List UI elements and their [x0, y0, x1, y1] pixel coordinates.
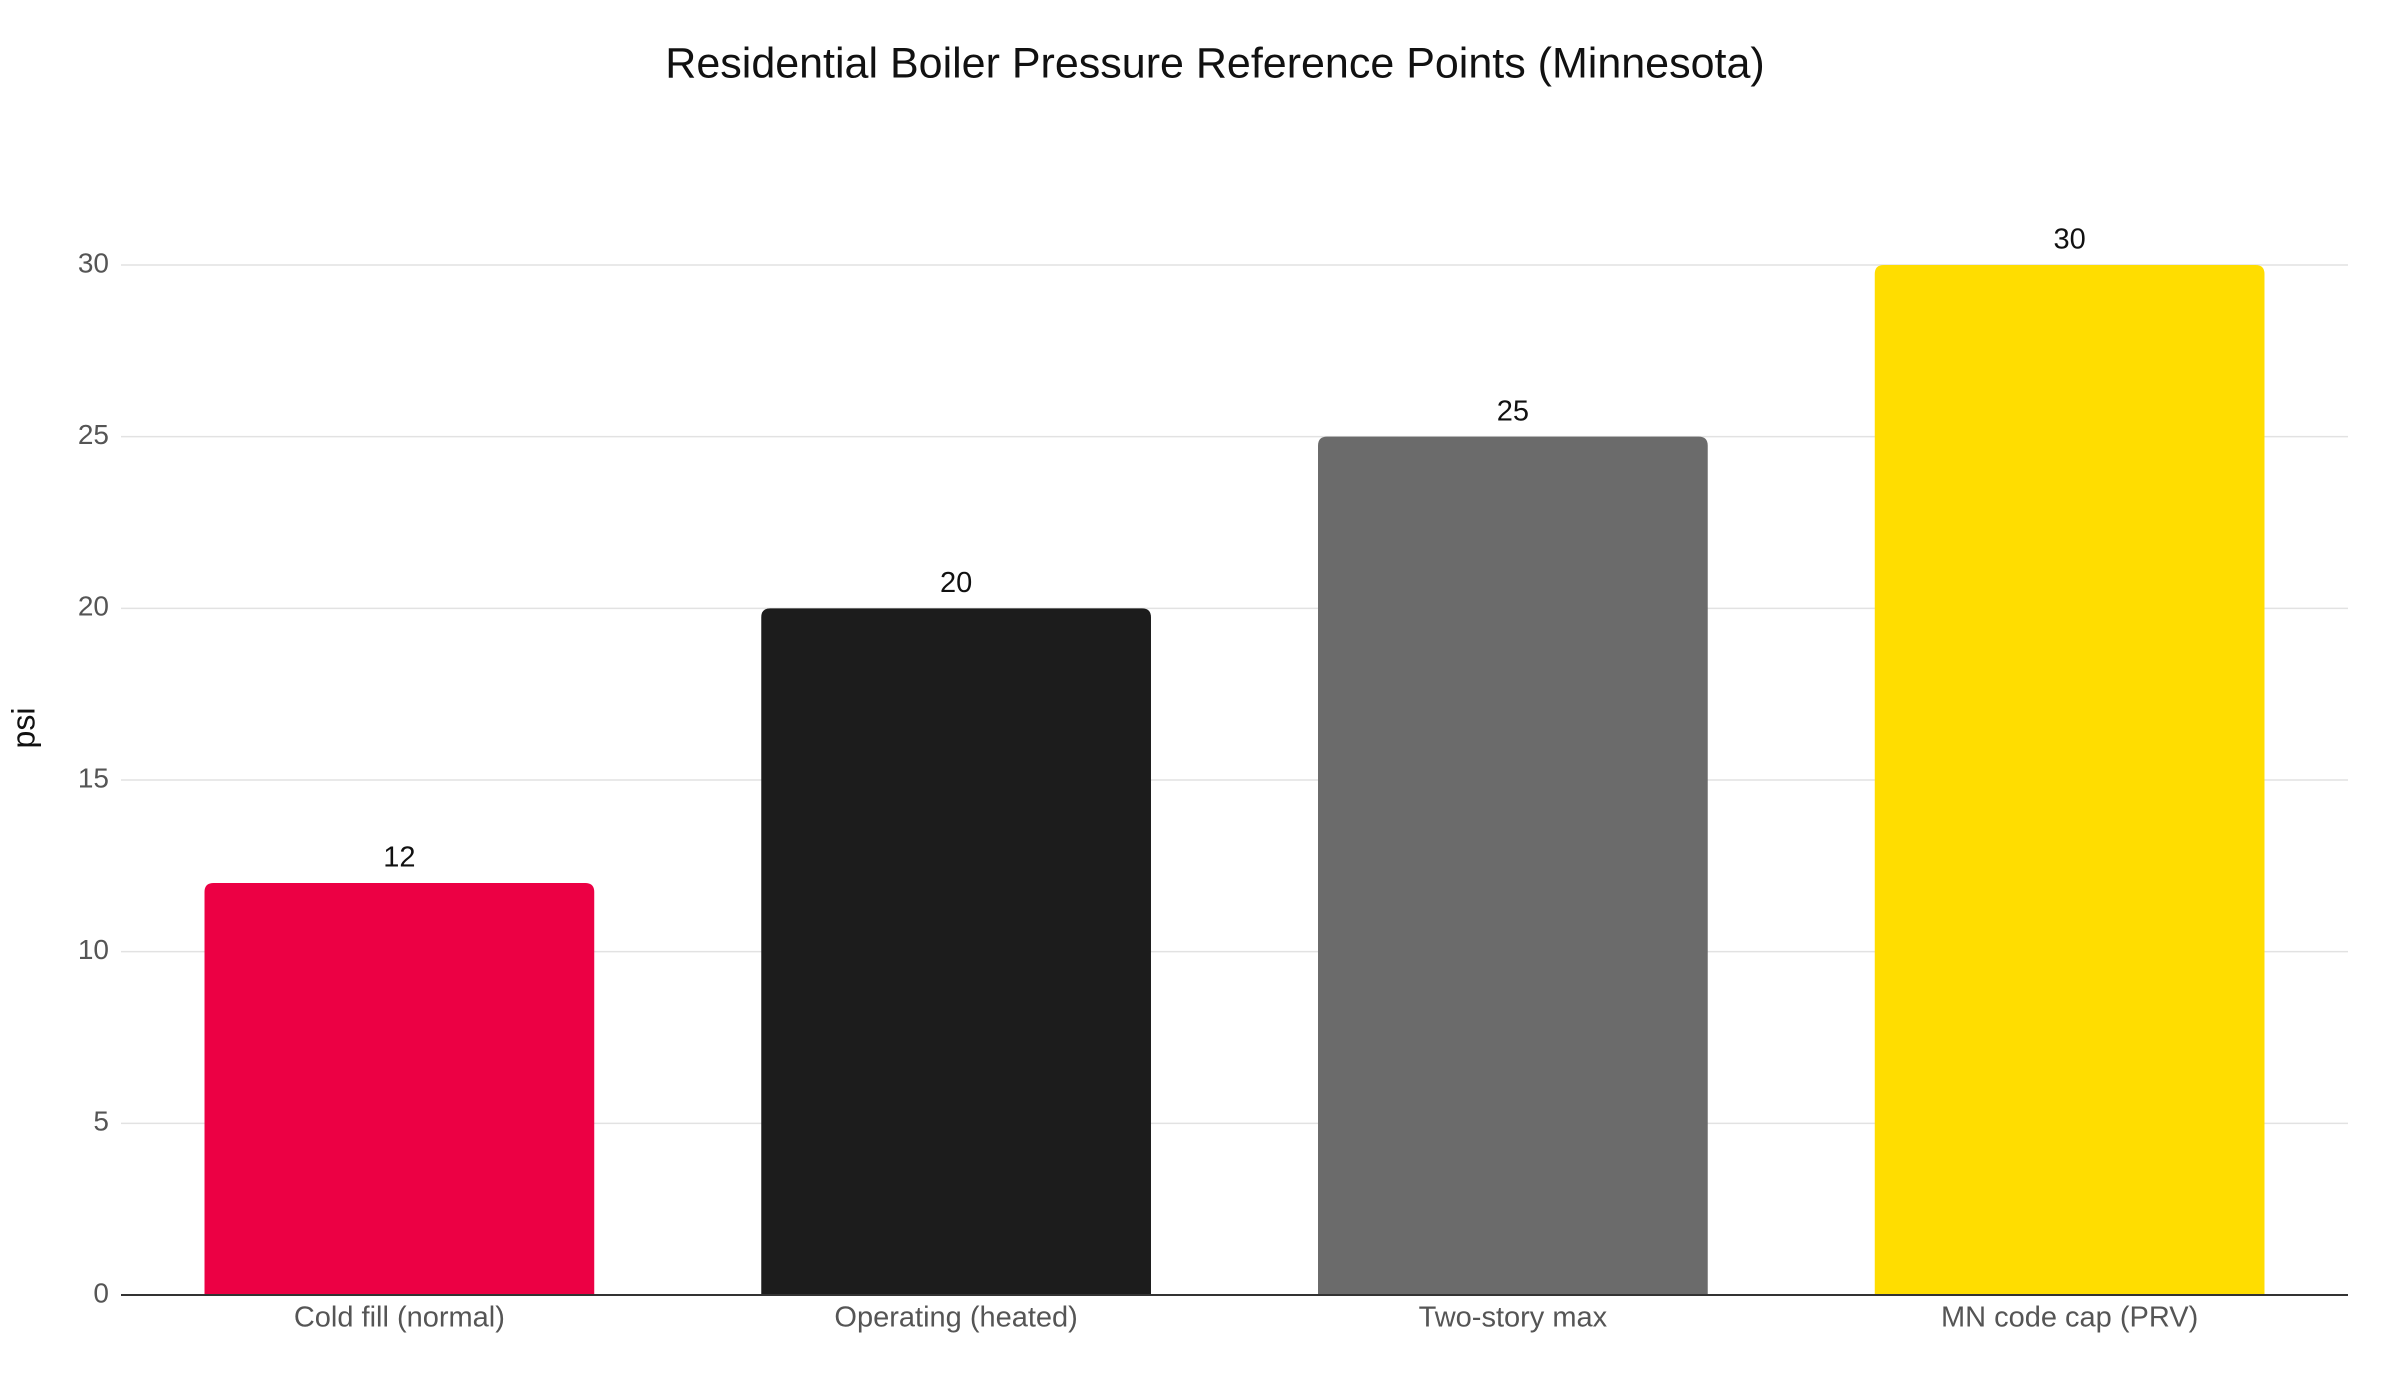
- value-label: 12: [383, 842, 415, 874]
- x-tick-label: Operating (heated): [834, 1302, 1077, 1334]
- y-axis-label: psi: [5, 708, 41, 749]
- bar: [761, 608, 1151, 1295]
- x-tick-label: Two-story max: [1419, 1302, 1608, 1334]
- x-tick-label: Cold fill (normal): [294, 1302, 505, 1334]
- y-tick-label: 25: [78, 419, 109, 450]
- x-tick-label: MN code cap (PRV): [1941, 1302, 2198, 1334]
- y-tick-label: 15: [78, 762, 109, 793]
- y-tick-label: 30: [78, 247, 109, 278]
- value-label: 30: [2053, 224, 2085, 256]
- y-tick-label: 10: [78, 934, 109, 965]
- value-label: 20: [940, 567, 972, 599]
- chart-title: Residential Boiler Pressure Reference Po…: [665, 39, 1764, 87]
- bar: [1318, 436, 1708, 1296]
- y-tick-label: 20: [78, 591, 109, 622]
- bar: [204, 883, 595, 1295]
- y-tick-label: 5: [93, 1106, 109, 1137]
- value-label: 25: [1497, 395, 1529, 427]
- bar: [1874, 265, 2265, 1295]
- y-tick-label: 0: [93, 1277, 109, 1308]
